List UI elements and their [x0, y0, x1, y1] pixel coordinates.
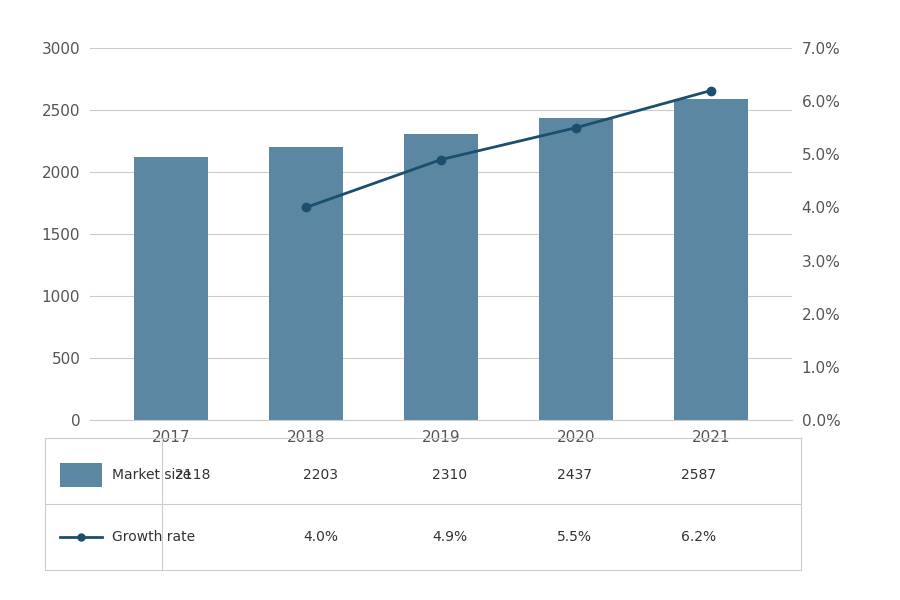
- Text: 4.0%: 4.0%: [303, 530, 338, 544]
- FancyBboxPatch shape: [60, 463, 102, 487]
- Text: 5.5%: 5.5%: [557, 530, 591, 544]
- Text: 2310: 2310: [432, 468, 467, 482]
- Bar: [674, 99, 748, 420]
- Bar: [404, 134, 478, 420]
- Bar: [269, 147, 343, 420]
- Text: 4.9%: 4.9%: [432, 530, 467, 544]
- Bar: [134, 157, 208, 420]
- Text: Market size: Market size: [112, 468, 191, 482]
- Text: 6.2%: 6.2%: [681, 530, 716, 544]
- Text: 2203: 2203: [303, 468, 338, 482]
- Text: 2587: 2587: [681, 468, 716, 482]
- Text: 2437: 2437: [557, 468, 591, 482]
- Bar: [539, 118, 613, 420]
- Text: Growth rate: Growth rate: [112, 530, 194, 544]
- Text: 2118: 2118: [175, 468, 210, 482]
